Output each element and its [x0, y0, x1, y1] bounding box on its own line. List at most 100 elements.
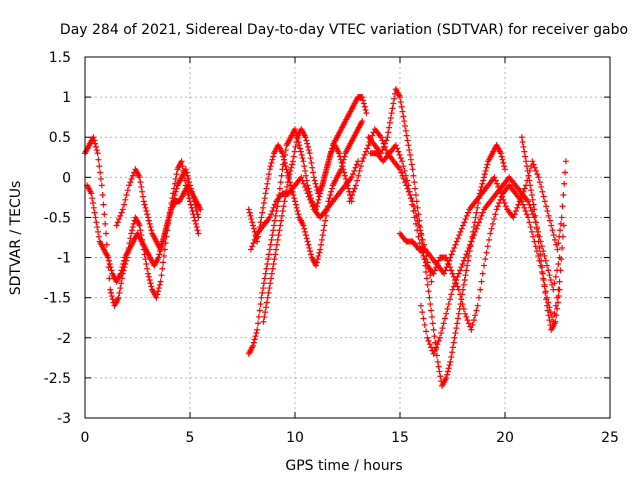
- data-point: [344, 182, 351, 189]
- data-point-interp: [194, 227, 201, 234]
- data-point-interp: [290, 191, 297, 198]
- data-point-interp: [318, 241, 325, 248]
- data-point-interp: [318, 236, 325, 243]
- data-point-interp: [440, 320, 447, 327]
- data-point: [529, 158, 536, 165]
- data-point-interp: [303, 235, 310, 242]
- data-point-interp: [444, 368, 451, 375]
- data-point-interp: [293, 139, 300, 146]
- data-point: [403, 182, 410, 189]
- data-point: [556, 254, 563, 261]
- data-point-interp: [277, 179, 284, 186]
- data-point-interp: [501, 163, 508, 170]
- data-point-interp: [399, 172, 406, 179]
- data-point-interp: [450, 283, 457, 290]
- data-point-interp: [533, 225, 540, 232]
- data-point-interp: [145, 217, 152, 224]
- data-point: [468, 326, 475, 333]
- data-point-interp: [412, 191, 419, 198]
- data-point-interp: [279, 208, 286, 215]
- data-point-interp: [397, 98, 404, 105]
- data-point: [523, 158, 529, 165]
- data-point-interp: [523, 211, 530, 218]
- data-point-interp: [172, 188, 179, 195]
- data-point-interp: [95, 233, 102, 240]
- data-point-interp: [93, 147, 100, 154]
- data-point-interp: [286, 171, 293, 178]
- data-point-interp: [127, 179, 134, 186]
- data-point-interp: [328, 185, 335, 192]
- data-point: [365, 142, 372, 149]
- data-point-interp: [268, 211, 275, 218]
- data-point-interp: [168, 204, 175, 211]
- data-point-interp: [453, 277, 460, 284]
- data-point-interp: [171, 191, 178, 198]
- data-point-interp: [97, 175, 104, 182]
- data-point-interp: [117, 212, 124, 219]
- data-point-interp: [458, 225, 465, 232]
- data-point-interp: [155, 288, 162, 295]
- data-point-interp: [326, 195, 333, 202]
- data-point-interp: [156, 281, 163, 288]
- data-point: [359, 158, 366, 165]
- data-point: [422, 246, 429, 253]
- data-point-interp: [270, 227, 277, 234]
- data-point-interp: [103, 241, 110, 248]
- data-point-interp: [312, 180, 319, 187]
- data-point-interp: [308, 159, 315, 166]
- data-point-interp: [302, 172, 309, 179]
- data-point: [449, 270, 456, 277]
- data-point-interp: [515, 201, 522, 208]
- data-point-interp: [314, 200, 321, 207]
- data-point-interp: [91, 137, 98, 144]
- data-point-interp: [428, 313, 435, 320]
- data-point: [401, 118, 408, 125]
- data-point: [145, 270, 151, 277]
- data-point-interp: [137, 179, 144, 186]
- data-point: [153, 294, 160, 301]
- data-point-interp: [282, 193, 289, 200]
- data-point-interp: [287, 167, 294, 174]
- axis-ticks: [84, 56, 611, 419]
- data-point-interp: [472, 228, 479, 235]
- data-point-interp: [532, 243, 539, 250]
- data-point-interp: [514, 204, 521, 211]
- data-point-interp: [342, 175, 349, 182]
- data-point-interp: [309, 164, 316, 171]
- data-point-interp: [521, 148, 528, 155]
- data-point-interp: [124, 187, 131, 194]
- data-point-interp: [129, 224, 136, 231]
- data-point-interp: [462, 272, 469, 279]
- data-point: [430, 350, 437, 357]
- data-point-interp: [171, 195, 178, 202]
- data-point-interp: [436, 368, 443, 375]
- data-point-interp: [352, 164, 359, 171]
- data-point: [304, 190, 311, 197]
- data-point-interp: [267, 163, 274, 170]
- data-point-interp: [313, 183, 320, 190]
- data-point-interp: [387, 114, 394, 121]
- data-point-interp: [413, 212, 420, 219]
- data-point-interp: [433, 352, 440, 359]
- data-point-interp: [265, 256, 272, 263]
- data-point-interp: [278, 172, 285, 179]
- data-point-interp: [470, 317, 477, 324]
- data-point-interp: [407, 191, 414, 198]
- data-point: [128, 230, 135, 237]
- data-point-interp: [271, 217, 278, 224]
- data-point-interp: [326, 156, 333, 163]
- data-point-interp: [433, 344, 440, 351]
- data-point-interp: [498, 153, 505, 160]
- data-point-interp: [256, 307, 263, 314]
- data-point-interp: [421, 256, 428, 263]
- data-point-interp: [360, 97, 367, 104]
- data-point-interp: [527, 204, 534, 211]
- data-point: [525, 214, 532, 221]
- data-point: [426, 294, 433, 301]
- data-point-interp: [361, 151, 368, 158]
- data-point-interp: [459, 260, 466, 267]
- data-point: [449, 286, 456, 293]
- data-point-interp: [454, 315, 461, 322]
- data-point-interp: [163, 224, 170, 231]
- data-point: [348, 174, 355, 181]
